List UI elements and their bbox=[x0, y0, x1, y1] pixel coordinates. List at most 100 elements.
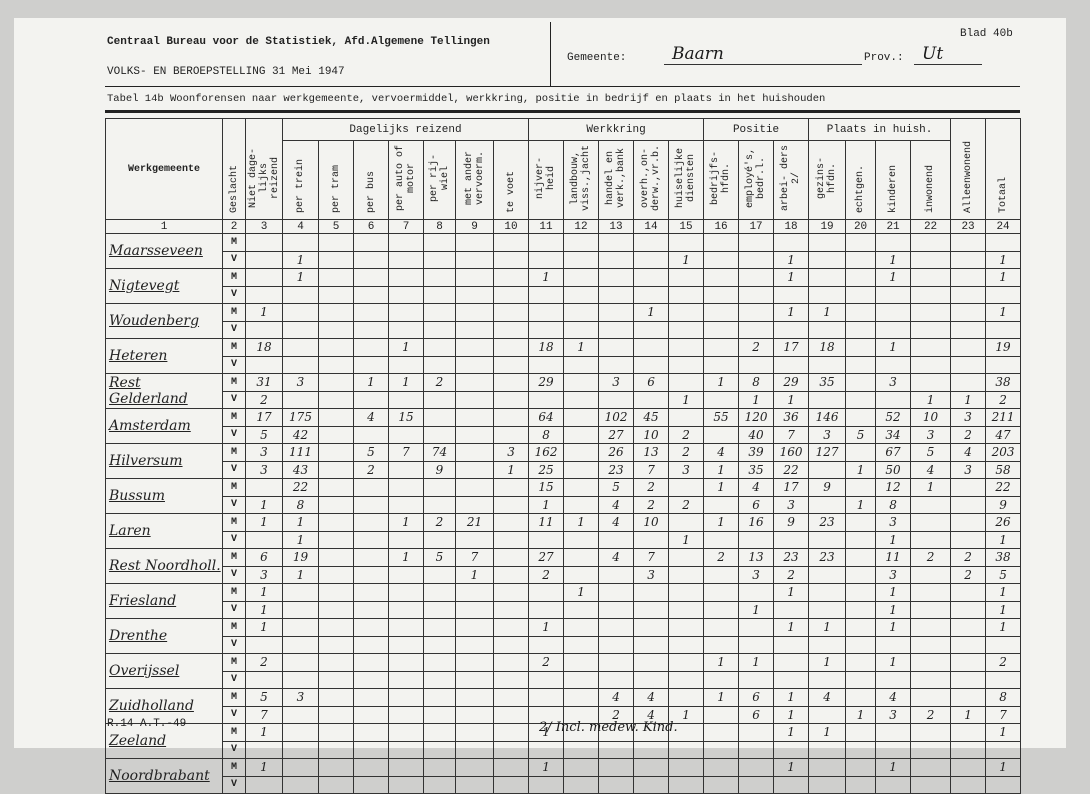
cell: 1 bbox=[845, 460, 877, 479]
cell bbox=[455, 495, 494, 514]
cell: 6 bbox=[633, 373, 670, 392]
cell: 29 bbox=[773, 373, 810, 392]
cell bbox=[668, 758, 705, 777]
cell: 3 bbox=[950, 460, 987, 479]
cell bbox=[455, 775, 494, 794]
cell: 74 bbox=[423, 443, 456, 462]
sex: M bbox=[222, 513, 246, 532]
cell: 21 bbox=[455, 513, 494, 532]
cell bbox=[773, 285, 810, 304]
cell bbox=[563, 268, 600, 287]
cell: 8 bbox=[282, 495, 319, 514]
cell bbox=[318, 233, 354, 252]
cell bbox=[808, 268, 847, 287]
cell bbox=[845, 443, 877, 462]
cell: 111 bbox=[282, 443, 319, 462]
cell: 1 bbox=[245, 495, 283, 514]
cell bbox=[492, 320, 530, 339]
cell: 58 bbox=[985, 460, 1022, 479]
cell bbox=[455, 653, 494, 672]
cell bbox=[492, 338, 530, 357]
cell: 23 bbox=[808, 513, 847, 532]
cell: 1 bbox=[773, 390, 810, 409]
cell bbox=[423, 653, 456, 672]
cell bbox=[598, 583, 635, 602]
cell bbox=[318, 775, 354, 794]
cell bbox=[423, 495, 456, 514]
cell bbox=[388, 618, 424, 637]
cell bbox=[845, 320, 877, 339]
cell bbox=[563, 408, 600, 427]
cell bbox=[910, 635, 952, 654]
cell bbox=[563, 373, 600, 392]
cell bbox=[388, 583, 424, 602]
cell bbox=[318, 600, 354, 619]
cell bbox=[633, 355, 670, 374]
cell bbox=[703, 705, 740, 724]
table: Werkgemeente Geslacht Niet dage- lijks rei… bbox=[105, 118, 1022, 794]
cell bbox=[563, 285, 600, 304]
cell bbox=[668, 513, 705, 532]
cell: 40 bbox=[738, 425, 775, 444]
organisation: Centraal Bureau voor de Statistiek, Afd.… bbox=[107, 36, 490, 48]
cell: 2 bbox=[353, 460, 389, 479]
column-header: inwonend bbox=[910, 140, 952, 220]
cell bbox=[282, 758, 319, 777]
cell bbox=[388, 478, 424, 497]
cell bbox=[492, 583, 530, 602]
cell bbox=[668, 635, 705, 654]
cell: 2 bbox=[668, 425, 705, 444]
cell bbox=[563, 303, 600, 322]
cell bbox=[492, 653, 530, 672]
cell bbox=[845, 303, 877, 322]
cell bbox=[492, 600, 530, 619]
cell: 1 bbox=[845, 705, 877, 724]
cell: 3 bbox=[492, 443, 530, 462]
cell: 29 bbox=[528, 373, 565, 392]
cell: 3 bbox=[875, 565, 912, 584]
group-header: Plaats in huish. bbox=[808, 118, 952, 141]
cell: 1 bbox=[703, 478, 740, 497]
cell bbox=[808, 583, 847, 602]
cell bbox=[633, 583, 670, 602]
cell bbox=[668, 600, 705, 619]
cell bbox=[318, 688, 354, 707]
cell: 10 bbox=[633, 425, 670, 444]
cell bbox=[563, 425, 600, 444]
cell: 146 bbox=[808, 408, 847, 427]
cell: 1 bbox=[985, 530, 1022, 549]
cell: 102 bbox=[598, 408, 635, 427]
cell: 12 bbox=[875, 478, 912, 497]
cell bbox=[910, 775, 952, 794]
cell: 2 bbox=[950, 425, 987, 444]
cell bbox=[875, 775, 912, 794]
column-header: landbouw, viss.,jacht bbox=[563, 140, 600, 220]
sex: V bbox=[222, 320, 246, 339]
cell bbox=[563, 355, 600, 374]
sex: M bbox=[222, 758, 246, 777]
cell bbox=[318, 705, 354, 724]
cell bbox=[633, 320, 670, 339]
cell bbox=[845, 758, 877, 777]
cell bbox=[423, 670, 456, 689]
cell bbox=[353, 775, 389, 794]
cell bbox=[353, 285, 389, 304]
cell bbox=[563, 565, 600, 584]
cell: 1 bbox=[875, 653, 912, 672]
cell: 4 bbox=[808, 688, 847, 707]
cell bbox=[423, 565, 456, 584]
cell bbox=[492, 723, 530, 742]
cell bbox=[910, 233, 952, 252]
cell: 2 bbox=[950, 565, 987, 584]
cell: 55 bbox=[703, 408, 740, 427]
cell bbox=[423, 618, 456, 637]
cell bbox=[318, 495, 354, 514]
cell bbox=[773, 775, 810, 794]
cell: 8 bbox=[875, 495, 912, 514]
cell bbox=[875, 635, 912, 654]
cell: 1 bbox=[773, 268, 810, 287]
cell bbox=[245, 320, 283, 339]
cell bbox=[282, 653, 319, 672]
sex: M bbox=[222, 338, 246, 357]
column-number: 21 bbox=[875, 219, 912, 234]
